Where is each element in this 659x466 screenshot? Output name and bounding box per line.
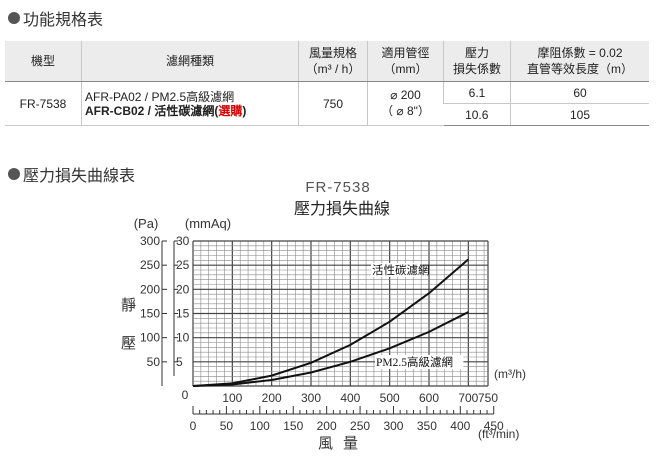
spec-section-title: 功能規格表 xyxy=(8,6,103,30)
cell-length-2: 105 xyxy=(510,103,649,126)
y-axis-label: 靜壓 xyxy=(121,297,136,352)
table-header-row: 機型 濾網種類 風量規格 （m³ / h） 適用管徑 （mm） 壓力 損失係數 … xyxy=(5,41,649,82)
y-tick-label-mmaq: 30 xyxy=(176,234,190,248)
header-airflow: 風量規格 （m³ / h） xyxy=(298,41,368,82)
x-tick-label-cfm: 250 xyxy=(350,419,370,433)
x-tick-label-m3h: 300 xyxy=(301,391,321,405)
y-tick-label-mmaq: 20 xyxy=(176,282,190,296)
y-axis-label-char: 靜 xyxy=(121,297,136,314)
x-tick-label-cfm: 150 xyxy=(283,419,303,433)
chart-section-title-text: 壓力損失曲線表 xyxy=(23,168,136,185)
x-tick-label-cfm: 100 xyxy=(250,419,270,433)
chart-subtitle: 壓力損失曲線 xyxy=(294,200,390,218)
header-length-line1: 摩阻係數 = 0.02 xyxy=(537,46,623,60)
x-tick-label-cfm: 0 xyxy=(190,419,197,433)
origin-label: 0 xyxy=(182,388,189,402)
y-tick-label-pa: 150 xyxy=(140,307,160,321)
x-tick-label-m3h: 700 xyxy=(458,391,478,405)
duct-value-1: ⌀ 200 xyxy=(390,88,421,102)
cell-duct: ⌀ 200 （ ⌀ 8"） xyxy=(367,81,444,126)
y-tick-label-mmaq: 10 xyxy=(176,331,190,345)
cell-airflow: 750 xyxy=(298,81,368,126)
spec-table: 機型 濾網種類 風量規格 （m³ / h） 適用管徑 （mm） 壓力 損失係數 … xyxy=(5,41,649,126)
filter-line-1: AFR-PA02 / PM2.5高級濾網 xyxy=(85,89,235,104)
cell-loss-1: 6.1 xyxy=(443,81,511,104)
series-label: 活性碳濾網 xyxy=(372,263,430,277)
table-row: FR-7538 AFR-PA02 / PM2.5高級濾網 AFR-CB02 / … xyxy=(5,81,649,126)
x-unit-cfm: (ft³/min) xyxy=(478,427,519,441)
y-unit-pa: (Pa) xyxy=(134,216,159,231)
series-label-bg xyxy=(371,263,421,277)
header-pressure-loss: 壓力 損失係數 xyxy=(443,41,511,82)
y-tick-label-mmaq: 25 xyxy=(176,258,190,272)
x-tick-label-cfm: 50 xyxy=(220,419,234,433)
x-tick-label-cfm: 300 xyxy=(383,419,403,433)
x-tick-label-cfm: 450 xyxy=(484,419,504,433)
y-tick-label-pa: 50 xyxy=(147,355,161,369)
y-tick-label-mmaq: 15 xyxy=(176,307,190,321)
series-label: PM2.5高級濾網 xyxy=(376,355,453,369)
cell-length-1: 60 xyxy=(510,81,649,104)
y-tick-label-pa: 200 xyxy=(140,282,160,296)
header-filter: 濾網種類 xyxy=(81,41,299,82)
x-tick-label-m3h: 750 xyxy=(478,391,498,405)
header-airflow-line1: 風量規格 xyxy=(308,46,357,60)
x-tick-label-m3h: 200 xyxy=(262,391,282,405)
duct-value-2: （ ⌀ 8"） xyxy=(381,104,430,118)
x-tick-label-m3h: 500 xyxy=(380,391,400,405)
header-duct: 適用管徑 （mm） xyxy=(367,41,444,82)
series-line xyxy=(192,258,469,387)
x-axis-label: 風量 xyxy=(318,435,368,452)
header-loss-line1: 壓力 xyxy=(464,46,489,60)
x-tick-label-m3h: 600 xyxy=(419,391,439,405)
filter-line-2-suffix: ) xyxy=(242,103,247,118)
header-length-line2: 直管等效長度（m） xyxy=(527,62,633,76)
pressure-loss-chart: FR-7538 壓力損失曲線 (Pa) (mmAq) 0501001502002… xyxy=(121,179,526,452)
y-unit-mmaq: (mmAq) xyxy=(185,216,231,231)
y-tick-label-pa: 100 xyxy=(140,331,160,345)
cell-loss-2: 10.6 xyxy=(443,103,511,126)
bullet-icon xyxy=(8,12,20,24)
x-tick-label-m3h: 100 xyxy=(222,391,242,405)
filter-line-2-prefix: AFR-CB02 / 活性碳濾網( xyxy=(85,103,219,118)
cell-filters: AFR-PA02 / PM2.5高級濾網 AFR-CB02 / 活性碳濾網(選購… xyxy=(81,81,299,126)
y-tick-label-pa: 300 xyxy=(140,234,160,248)
y-tick-label-mmaq: 5 xyxy=(176,355,183,369)
filter-line-2: AFR-CB02 / 活性碳濾網(選購) xyxy=(85,104,246,118)
x-tick-label-cfm: 400 xyxy=(450,419,470,433)
chart-title: FR-7538 xyxy=(305,179,370,196)
header-duct-line2: （mm） xyxy=(383,62,428,76)
series-label-bg xyxy=(375,355,464,369)
cell-model: FR-7538 xyxy=(5,81,82,126)
x-unit-m3h: (m³/h) xyxy=(494,367,526,381)
x-tick-label-cfm: 200 xyxy=(317,419,337,433)
x-tick-label-m3h: 400 xyxy=(340,391,360,405)
series-line xyxy=(192,311,469,387)
table-row: 10.6 105 xyxy=(5,103,649,126)
header-length: 摩阻係數 = 0.02 直管等效長度（m） xyxy=(510,41,649,82)
chart-section-title: 壓力損失曲線表 xyxy=(8,162,135,186)
optional-badge: 選購 xyxy=(218,103,243,118)
bullet-icon xyxy=(8,168,20,180)
y-axis-label-char: 壓 xyxy=(121,335,136,352)
header-airflow-line2: （m³ / h） xyxy=(305,62,361,76)
chart-series: 活性碳濾網 PM2.5高級濾網 xyxy=(192,258,469,387)
y-tick-label-pa: 250 xyxy=(140,258,160,272)
header-duct-line1: 適用管徑 xyxy=(381,46,430,60)
x-tick-label-cfm: 350 xyxy=(417,419,437,433)
spec-section-title-text: 功能規格表 xyxy=(23,12,104,29)
header-loss-line2: 損失係數 xyxy=(452,62,501,76)
header-model: 機型 xyxy=(5,41,82,82)
